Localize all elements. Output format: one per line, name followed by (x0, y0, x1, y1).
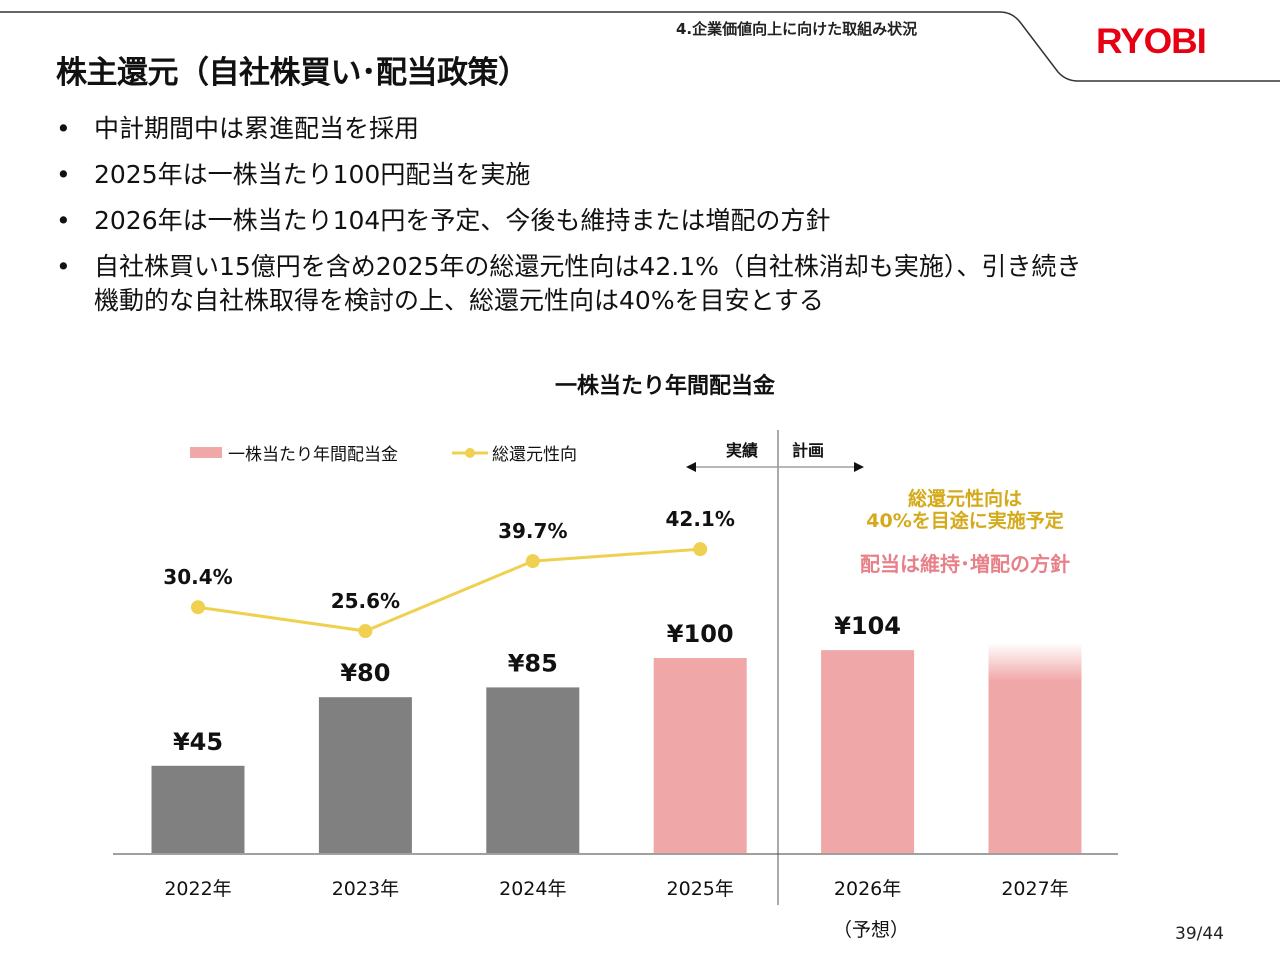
bullet-item: • 中計期間中は累進配当を採用 (56, 112, 1256, 146)
arrow-right-icon (854, 462, 864, 472)
x-tick-label: 2022年 (164, 878, 231, 900)
legend-label: 総還元性向 (492, 445, 577, 465)
bar-2023年 (318, 697, 412, 854)
payout-ratio-label: 30.4% (163, 565, 232, 589)
bar-2026年 (821, 650, 915, 854)
arrow-left-icon (686, 462, 696, 472)
x-tick-label: 2025年 (667, 878, 734, 900)
dividend-policy-annotation: 配当は維持･増配の方針 (860, 552, 1070, 576)
bar-2022年 (151, 765, 245, 854)
payout-target-annotation: 総還元性向は 40%を目途に実施予定 (800, 488, 1130, 532)
page-title: 株主還元（自社株買い･配当政策） (56, 55, 529, 91)
bar-value-label: ¥85 (508, 649, 558, 677)
bullet-item: • 2026年は一株当たり104円を予定、今後も維持または増配の方針 (56, 204, 1256, 238)
ryobi-logo: RYOBI (1096, 22, 1207, 61)
annotation-line: 総還元性向は (907, 488, 1022, 510)
bullet-icon: • (56, 252, 71, 281)
payout-ratio-point (191, 600, 205, 615)
bullet-text: 2025年は一株当たり100円配当を実施 (94, 160, 531, 189)
x-tick-label: 2024年 (499, 878, 566, 900)
payout-ratio-point (358, 624, 373, 639)
bullet-item: • 2025年は一株当たり100円配当を実施 (56, 158, 1256, 192)
bullet-item: • 自社株買い15億円を含め2025年の総還元性向は42.1%（自社株消却も実施）… (56, 250, 1256, 318)
header-divider (0, 11, 1280, 82)
annotation-line: 40%を目途に実施予定 (866, 510, 1064, 532)
chart-title: 一株当たり年間配当金 (554, 374, 775, 399)
payout-ratio-point (693, 542, 708, 557)
bullet-icon: • (56, 160, 71, 189)
payout-ratio-label: 42.1% (666, 507, 735, 531)
x-tick-label: 2027年 (1001, 878, 1068, 900)
bar-value-label: ¥100 (667, 620, 734, 648)
legend-label: 一株当たり年間配当金 (228, 445, 398, 465)
legend-item-payout-ratio: 総還元性向 (452, 440, 577, 465)
x-tick-label: 2026年 (834, 878, 901, 900)
forecast-note: （予想） (833, 919, 910, 941)
section-label: 4.企業価値向上に向けた取組み状況 (676, 20, 918, 38)
payout-ratio-line (197, 547, 701, 633)
payout-ratio-label: 25.6% (331, 589, 400, 613)
bullet-text: 中計期間中は累進配当を採用 (94, 114, 420, 143)
legend-swatch-bar (190, 447, 222, 458)
bullet-icon: • (56, 114, 71, 143)
bar-2025年 (653, 658, 747, 854)
legend-item-dividend: 一株当たり年間配当金 (190, 440, 398, 465)
payout-ratio-label: 39.7% (498, 519, 567, 543)
page-number: 39/44 (1175, 924, 1224, 944)
bar-value-label: ¥80 (340, 659, 390, 687)
payout-ratio-point (525, 554, 540, 569)
bullet-list: • 中計期間中は累進配当を採用 • 2025年は一株当たり100円配当を実施 • 20… (56, 112, 1256, 330)
bullet-text: 2026年は一株当たり104円を予定、今後も維持または増配の方針 (94, 206, 831, 235)
bar-value-label: ¥45 (173, 728, 223, 756)
bullet-text-line-1: 自社株買い15億円を含め2025年の総還元性向は42.1%（自社株消却も実施）、… (94, 252, 1082, 281)
bullet-icon: • (56, 206, 71, 235)
x-tick-label: 2023年 (332, 878, 399, 900)
bar-2024年 (486, 687, 580, 854)
period-label-plan: 計画 (792, 441, 825, 460)
bullet-text-line-2: 機動的な自社株取得を検討の上、総還元性向は40%を目安とする (94, 286, 824, 315)
legend-line-marker-icon (452, 447, 488, 458)
period-label-actual: 実績 (726, 441, 759, 460)
bar-2027年 (988, 643, 1082, 854)
bar-value-label: ¥104 (834, 612, 901, 640)
